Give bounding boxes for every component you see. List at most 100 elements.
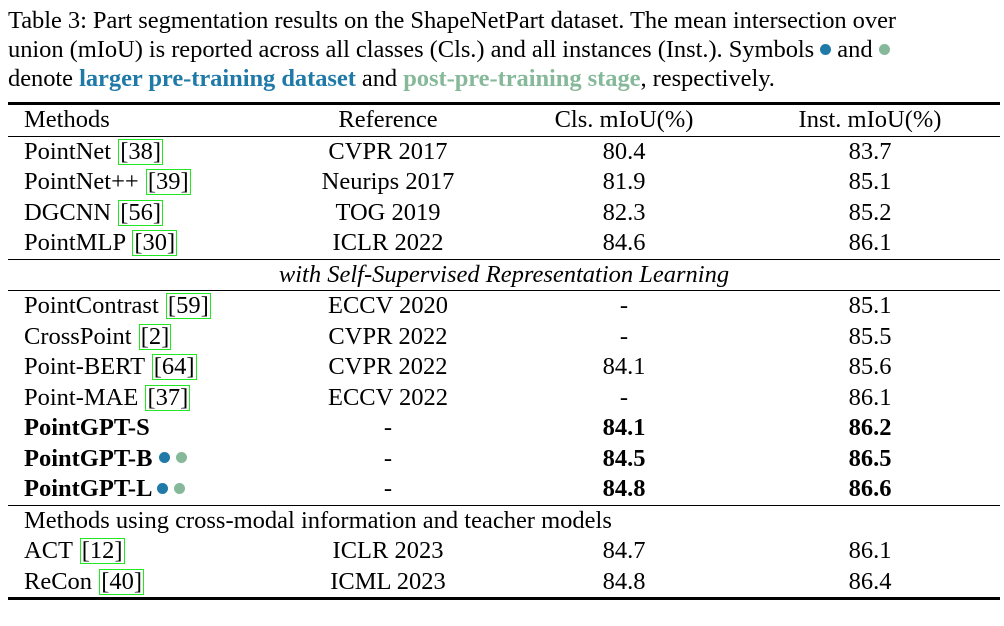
- reference-cell: CVPR 2017: [268, 135, 508, 167]
- table-row: PointNet [38] CVPR 2017 80.4 83.7: [8, 135, 1000, 167]
- inst-miou-cell: 85.2: [848, 198, 892, 226]
- header-inst-miou: Inst. mIoU(%): [798, 106, 942, 133]
- citation-link[interactable]: [30]: [132, 229, 178, 256]
- blue-dot-icon: [158, 452, 170, 464]
- table-row: PointNet++ [39] Neurips 2017 81.9 85.1: [8, 167, 1000, 198]
- method-cell: ACT [12]: [24, 537, 125, 564]
- reference-cell: -: [383, 475, 393, 502]
- header-reference: Reference: [338, 106, 438, 133]
- inst-miou-cell: 86.6: [848, 475, 892, 502]
- citation-link[interactable]: [64]: [151, 353, 197, 380]
- section-header-row: Methods using cross-modal information an…: [8, 504, 1000, 536]
- results-table-wrapper: Methods Reference Cls. mIoU(%) Inst. mIo…: [8, 102, 1000, 600]
- cls-miou-cell: -: [508, 290, 740, 322]
- green-dot-icon: [175, 452, 187, 464]
- green-dot-icon: [878, 43, 890, 55]
- reference-cell: CVPR 2022: [328, 353, 448, 380]
- method-cell: Point-BERT [64]: [24, 353, 197, 380]
- cls-miou-cell: 84.7: [602, 537, 646, 564]
- citation-link[interactable]: [40]: [99, 567, 145, 595]
- cls-miou-cell: 84.1: [602, 353, 646, 380]
- caption-line-2: union (mIoU) is reported across all clas…: [8, 35, 1000, 64]
- larger-dataset-phrase: larger pre-training dataset: [79, 65, 356, 92]
- reference-cell: ICML 2023: [330, 567, 446, 595]
- inst-miou-cell: 85.1: [740, 290, 1000, 322]
- citation-link[interactable]: [56]: [118, 198, 164, 226]
- section-title-self-supervised: with Self-Supervised Representation Lear…: [8, 258, 1000, 291]
- table-caption: Table 3: Part segmentation results on th…: [8, 6, 1000, 93]
- cls-miou-cell: 82.3: [602, 198, 646, 226]
- inst-miou-cell: 83.7: [740, 135, 1000, 167]
- reference-cell: CVPR 2022: [328, 322, 448, 350]
- method-cell: Point-MAE [37]: [24, 383, 191, 411]
- table-row: Point-BERT [64] CVPR 2022 84.1 85.6: [8, 352, 1000, 383]
- reference-cell: -: [383, 414, 393, 441]
- cls-miou-cell: -: [619, 322, 629, 350]
- table-row: Point-MAE [37] ECCV 2022 - 86.1: [8, 383, 1000, 414]
- table-row: PointMLP [30] ICLR 2022 84.6 86.1: [8, 228, 1000, 259]
- inst-miou-cell: 86.4: [848, 567, 892, 595]
- reference-cell: ECCV 2020: [268, 290, 508, 322]
- green-dot-icon: [174, 482, 186, 494]
- reference-cell: ECCV 2022: [327, 383, 449, 411]
- cls-miou-cell: 84.1: [602, 414, 646, 441]
- cls-miou-cell: -: [619, 383, 629, 411]
- citation-link[interactable]: [59]: [165, 292, 211, 319]
- table-row: PointGPT-B - 84.5 86.5: [8, 444, 1000, 475]
- cls-miou-cell: 81.9: [602, 168, 646, 195]
- inst-miou-cell: 85.5: [848, 322, 892, 350]
- section-header-row: with Self-Supervised Representation Lear…: [8, 258, 1000, 291]
- method-cell: PointNet [38]: [8, 135, 268, 167]
- top-rule: [8, 102, 1000, 105]
- inst-miou-cell: 85.6: [848, 353, 892, 380]
- reference-cell: TOG 2019: [335, 198, 441, 226]
- reference-cell: -: [383, 444, 393, 472]
- table-row: PointGPT-L - 84.8 86.6: [8, 474, 1000, 505]
- caption-line-1: Table 3: Part segmentation results on th…: [8, 7, 897, 34]
- citation-link[interactable]: [2]: [138, 322, 172, 350]
- method-cell: CrossPoint [2]: [24, 322, 172, 350]
- citation-link[interactable]: [12]: [79, 537, 125, 564]
- bottom-rule: [8, 597, 1000, 600]
- inst-miou-cell: 86.1: [848, 383, 892, 411]
- reference-cell: ICLR 2022: [332, 229, 444, 256]
- cls-miou-cell: 80.4: [508, 135, 740, 167]
- method-cell: PointNet++ [39]: [24, 168, 191, 195]
- blue-dot-icon: [157, 482, 169, 494]
- table-row: ACT [12] ICLR 2023 84.7 86.1: [8, 536, 1000, 567]
- cls-miou-cell: 84.8: [602, 475, 646, 502]
- inst-miou-cell: 86.1: [848, 229, 892, 256]
- method-cell: ReCon [40]: [24, 567, 145, 595]
- method-cell: PointGPT-L: [8, 474, 268, 505]
- method-cell: PointMLP [30]: [24, 229, 178, 256]
- header-row: Methods Reference Cls. mIoU(%) Inst. mIo…: [8, 105, 1000, 136]
- results-table: Methods Reference Cls. mIoU(%) Inst. mIo…: [8, 105, 1000, 597]
- table-row: PointGPT-S - 84.1 86.2: [8, 413, 1000, 444]
- inst-miou-cell: 86.2: [848, 414, 892, 441]
- table-row: PointContrast [59] ECCV 2020 - 85.1: [8, 290, 1000, 322]
- header-cls-miou: Cls. mIoU(%): [554, 106, 694, 133]
- cls-miou-cell: 84.8: [602, 567, 646, 595]
- caption-line-3: denote larger pre-training dataset and p…: [8, 65, 775, 92]
- citation-link[interactable]: [38]: [118, 137, 164, 165]
- reference-cell: Neurips 2017: [321, 168, 455, 195]
- citation-link[interactable]: [39]: [145, 168, 191, 195]
- reference-cell: ICLR 2023: [332, 537, 444, 564]
- section-title-cross-modal: Methods using cross-modal information an…: [8, 504, 1000, 536]
- citation-link[interactable]: [37]: [145, 383, 191, 411]
- table-row: DGCNN [56] TOG 2019 82.3 85.2: [8, 198, 1000, 229]
- cls-miou-cell: 84.6: [602, 229, 646, 256]
- method-cell: PointContrast [59]: [8, 290, 268, 322]
- header-methods: Methods: [24, 106, 110, 133]
- cls-miou-cell: 84.5: [602, 444, 646, 472]
- inst-miou-cell: 85.1: [848, 168, 892, 195]
- method-cell: PointGPT-S: [24, 414, 150, 441]
- method-cell: PointGPT-B: [8, 444, 268, 475]
- inst-miou-cell: 86.5: [848, 444, 892, 472]
- blue-dot-icon: [820, 43, 832, 55]
- inst-miou-cell: 86.1: [848, 537, 892, 564]
- method-cell: DGCNN [56]: [24, 198, 164, 226]
- post-pretraining-phrase: post-pre-training stage: [403, 65, 641, 92]
- table-row: CrossPoint [2] CVPR 2022 - 85.5: [8, 322, 1000, 353]
- table-row: ReCon [40] ICML 2023 84.8 86.4: [8, 567, 1000, 598]
